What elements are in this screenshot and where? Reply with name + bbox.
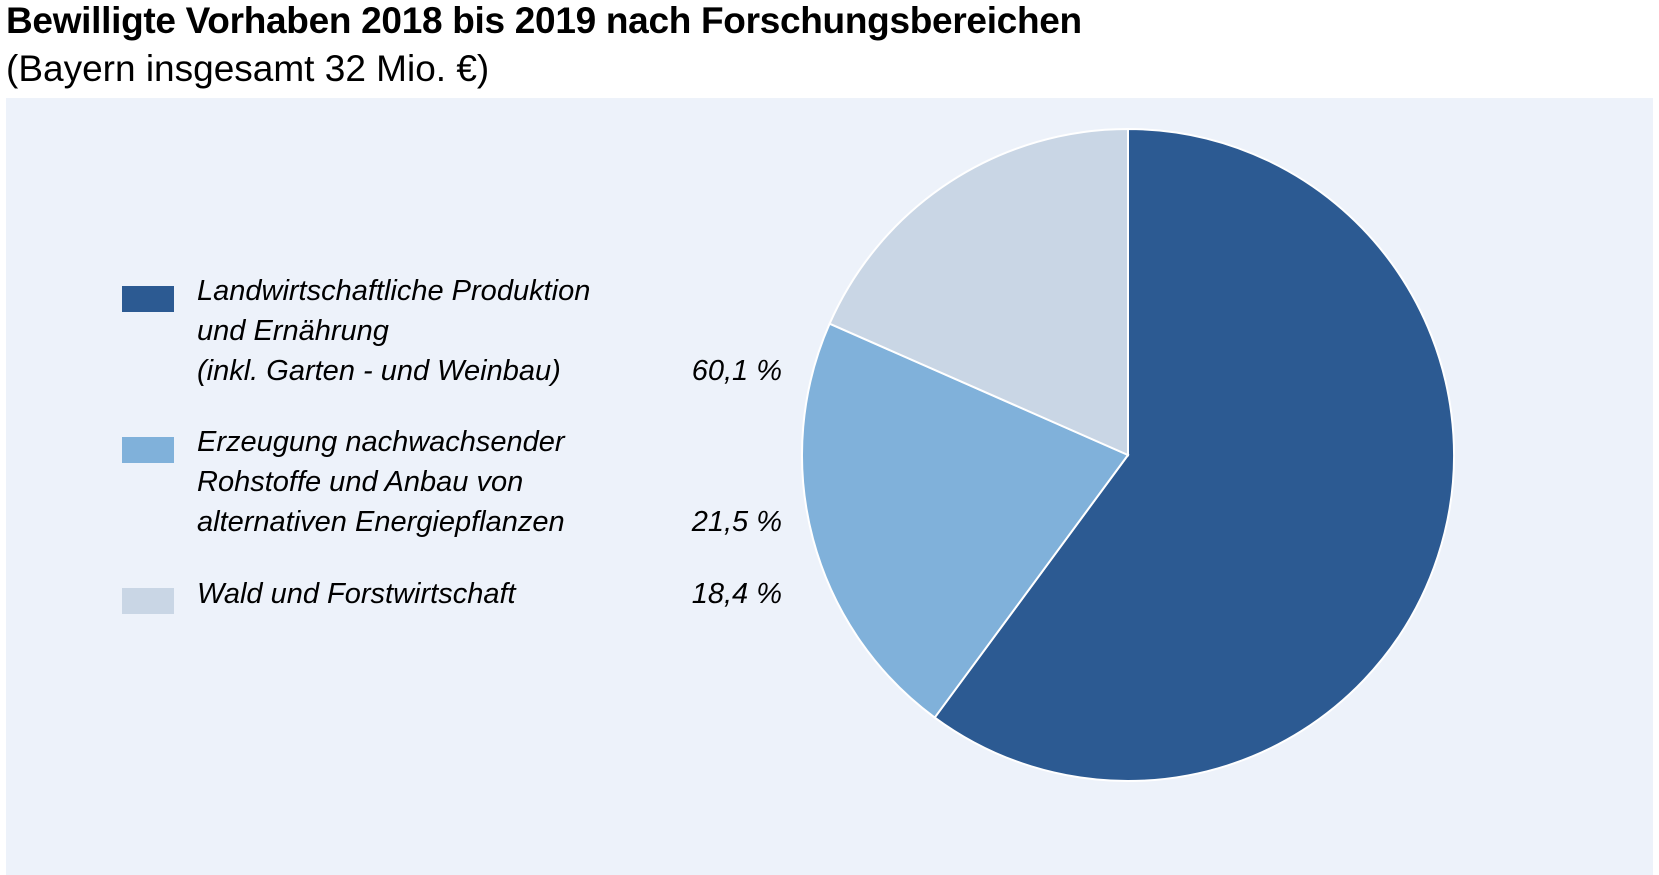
- legend-swatch: [122, 437, 174, 463]
- legend-value: 21,5 %: [691, 506, 782, 538]
- legend-label: Erzeugung nachwachsender Rohstoffe und A…: [197, 426, 565, 538]
- legend-label: Wald und Forstwirtschaft: [197, 578, 516, 610]
- pie-slice-nachwachsende-rohstoffe: [801, 322, 1130, 719]
- pie-slice-landwirtschaft: [933, 127, 1455, 782]
- chart-title: Bewilligte Vorhaben 2018 bis 2019 nach F…: [6, 0, 1082, 41]
- legend-value: 60,1 %: [691, 355, 782, 387]
- pie-slice-wald: [828, 127, 1129, 457]
- legend-swatch: [122, 286, 174, 312]
- legend-value: 18,4 %: [691, 578, 782, 610]
- legend-label: Landwirtschaftliche Produktion und Ernäh…: [197, 275, 591, 387]
- pie-chart: [801, 127, 1455, 782]
- chart-panel: Landwirtschaftliche Produktion und Ernäh…: [6, 98, 1653, 875]
- chart-subtitle: (Bayern insgesamt 32 Mio. €): [6, 48, 490, 89]
- legend-swatch: [122, 588, 174, 614]
